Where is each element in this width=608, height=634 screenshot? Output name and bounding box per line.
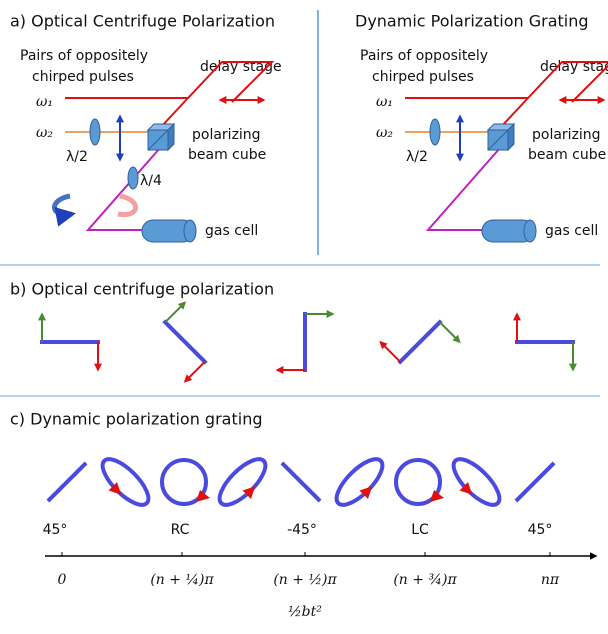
label: chirped pulses	[372, 69, 474, 85]
label: ω₁	[376, 94, 393, 110]
axis-title: ½bt²	[288, 604, 322, 620]
state-line	[48, 463, 86, 501]
state-label: LC	[411, 522, 429, 538]
polarization-state	[396, 460, 444, 504]
polarization-icon	[40, 314, 100, 370]
arrow	[165, 302, 185, 322]
polarization-state	[213, 452, 277, 516]
axis-label: (n + ½)π	[273, 572, 337, 588]
polarization-icon	[379, 301, 461, 383]
gas-cell	[184, 220, 196, 242]
label: gas cell	[545, 223, 598, 239]
setup: a) Optical Centrifuge Polarization Pairs …	[10, 12, 282, 243]
setup: Dynamic Polarization Grating Pairs of opp…	[355, 12, 608, 243]
state-ellipse	[330, 452, 389, 511]
polarization-state	[162, 460, 210, 504]
bar	[164, 321, 206, 363]
waveplate	[128, 167, 138, 189]
bar	[399, 321, 441, 363]
axis-label: nπ	[541, 572, 560, 588]
arrow	[440, 322, 460, 342]
axis-label: (n + ¾)π	[393, 572, 457, 588]
polarization-state	[48, 463, 86, 501]
label: gas cell	[205, 223, 258, 239]
state-line	[516, 463, 554, 501]
state-line	[282, 463, 320, 501]
beam-magenta	[428, 148, 500, 230]
rotation-arrow	[118, 196, 136, 215]
state-label: 45°	[528, 522, 553, 538]
label: λ/4	[140, 173, 162, 189]
label: beam cube	[188, 147, 266, 163]
label: λ/2	[66, 149, 88, 165]
label: beam cube	[528, 147, 606, 163]
polarization-state	[443, 452, 507, 516]
label: a) Optical Centrifuge Polarization	[10, 12, 275, 31]
state-ellipse	[447, 452, 506, 511]
state-label: RC	[171, 522, 190, 538]
label: Pairs of oppositely	[360, 48, 488, 64]
polarization-state	[516, 463, 554, 501]
label: λ/2	[406, 149, 428, 165]
polarization-state	[330, 452, 394, 516]
arrow	[380, 342, 400, 362]
arrow	[185, 362, 205, 382]
panel-title: c) Dynamic polarization grating	[10, 410, 262, 429]
polarization-icon	[515, 314, 575, 370]
panel-title: b) Optical centrifuge polarization	[10, 280, 274, 299]
state-label: -45°	[287, 522, 317, 538]
label: polarizing	[532, 127, 601, 143]
polarization-state	[282, 463, 320, 501]
state-label: 45°	[43, 522, 68, 538]
figure: b) Optical centrifuge polarization c) Dy…	[0, 0, 608, 634]
label: Dynamic Polarization Grating	[355, 12, 589, 31]
label: ω₁	[36, 94, 53, 110]
polarization-icon	[277, 312, 333, 372]
label: polarizing	[192, 127, 261, 143]
state-ellipse	[96, 452, 155, 511]
label: ω₂	[36, 125, 53, 141]
waveplate	[430, 119, 440, 145]
label: chirped pulses	[32, 69, 134, 85]
axis-label: 0	[58, 572, 67, 588]
gas-cell	[524, 220, 536, 242]
label: Pairs of oppositely	[20, 48, 148, 64]
beam-magenta	[88, 148, 160, 230]
page: b) Optical centrifuge polarization c) Dy…	[0, 0, 608, 634]
polarization-state	[92, 452, 156, 516]
rotation-arrow	[54, 196, 72, 215]
state-ellipse	[213, 452, 272, 511]
waveplate	[90, 119, 100, 145]
axis-label: (n + ¼)π	[150, 572, 214, 588]
polarization-icon	[144, 301, 226, 383]
label: ω₂	[376, 125, 393, 141]
